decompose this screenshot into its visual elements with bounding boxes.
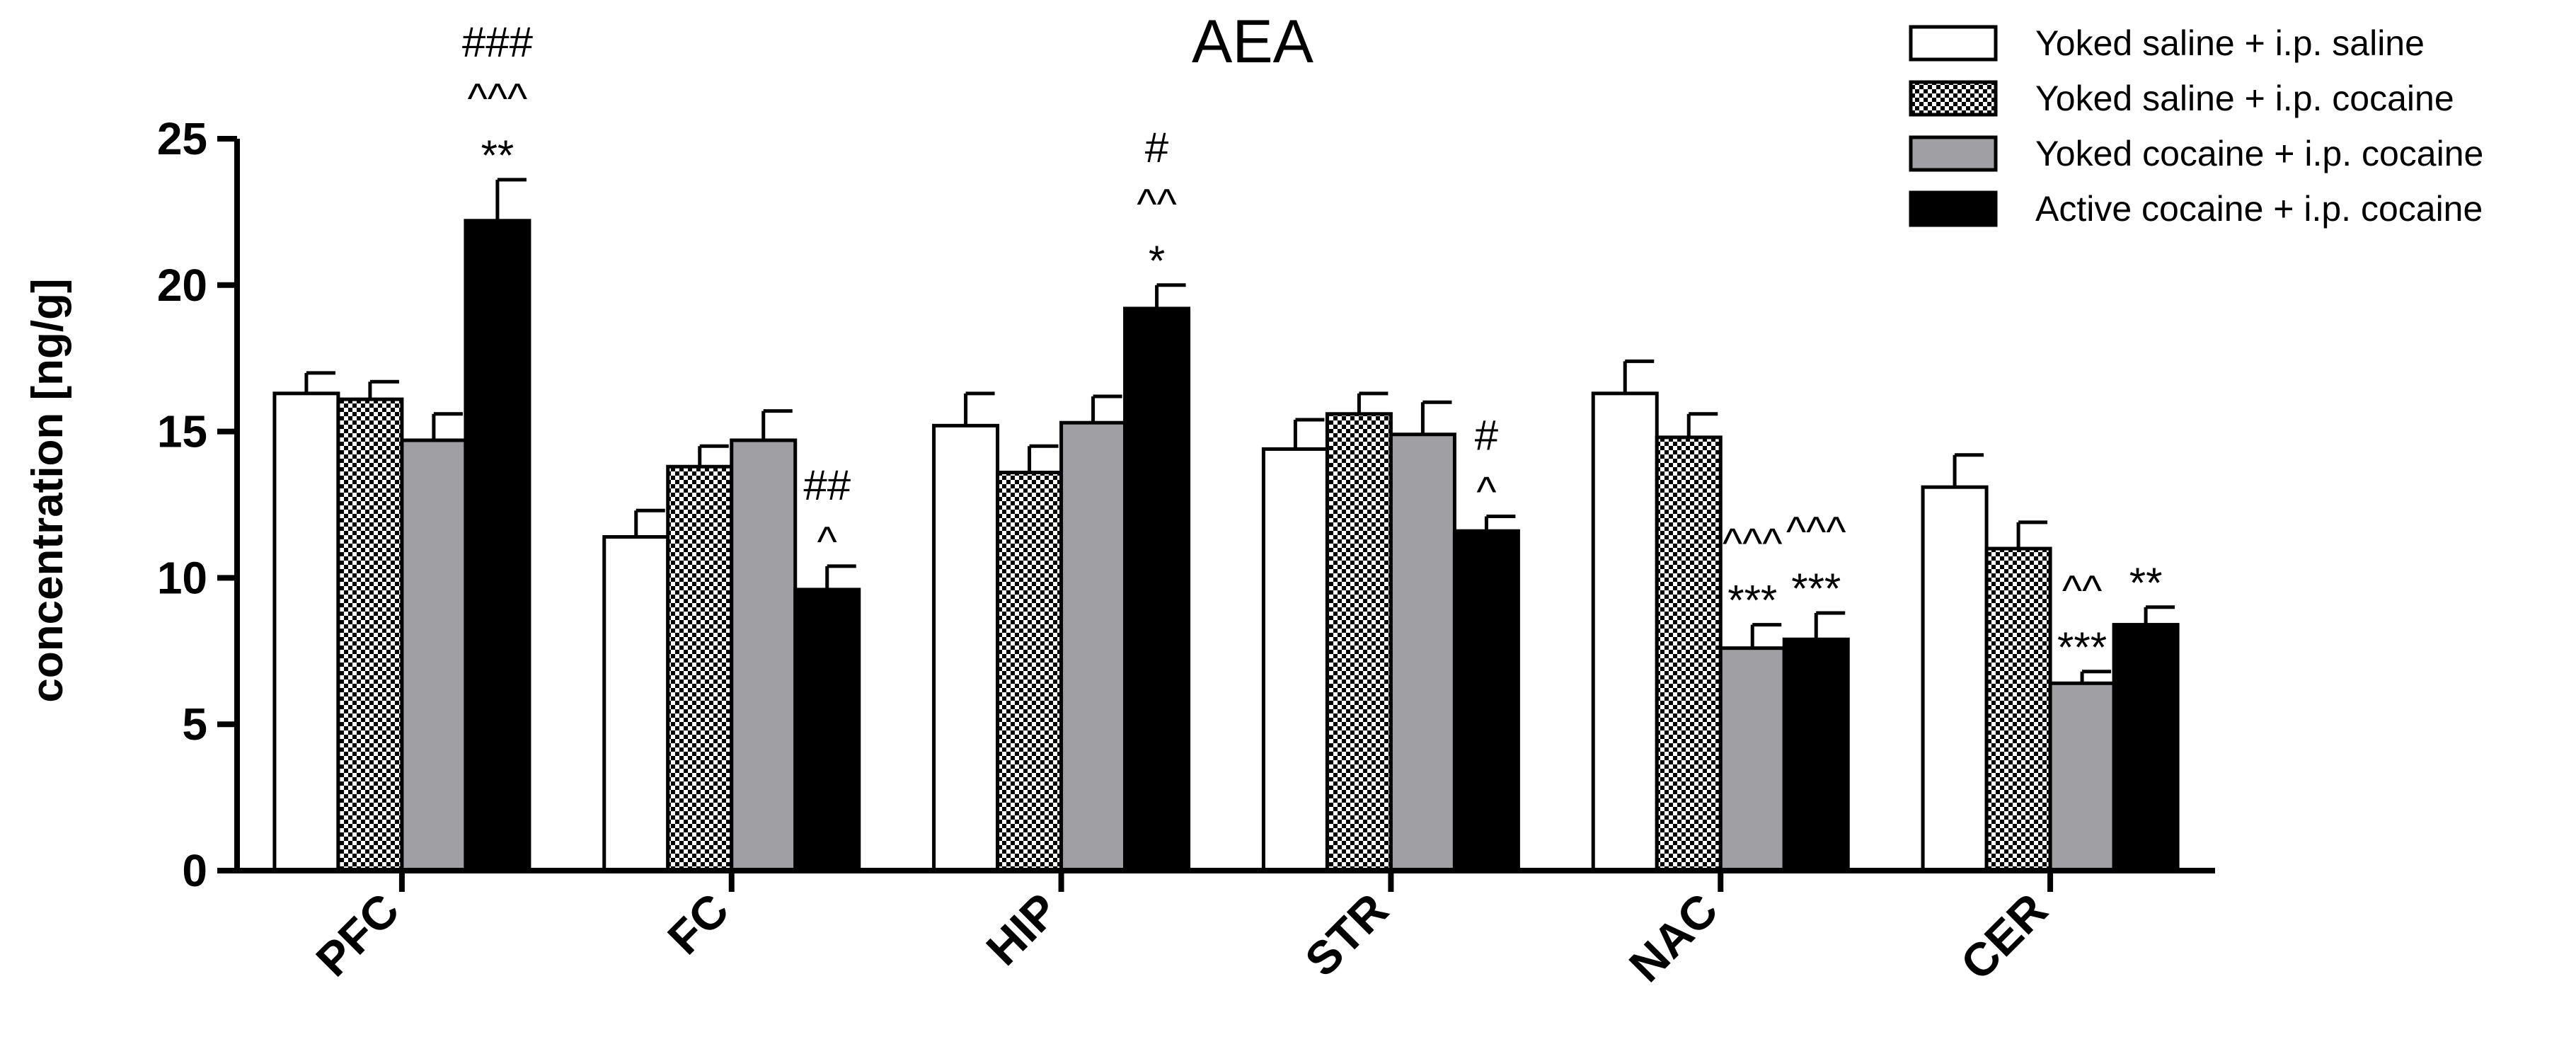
bar [1123, 306, 1191, 873]
x-tick-label: STR [1295, 883, 1398, 987]
bar [1388, 432, 1456, 873]
legend-swatch [1909, 80, 1998, 117]
bar [1655, 435, 1723, 873]
significance-label: ### [462, 18, 534, 66]
significance-label: ^^^ [1723, 520, 1782, 568]
bar [1718, 646, 1786, 873]
bar [1325, 412, 1393, 873]
legend-label: Yoked saline + i.p. cocaine [2035, 79, 2454, 118]
significance-label: ** [481, 132, 514, 179]
significance-label: * [1149, 237, 1165, 285]
x-tick-label: PFC [306, 883, 409, 987]
bar [1782, 637, 1850, 873]
bar [666, 464, 734, 873]
bar [1984, 546, 2052, 873]
y-tick-label: 10 [157, 552, 207, 603]
bar [730, 438, 798, 873]
significance-label: *** [2057, 624, 2107, 671]
y-tick-label: 20 [157, 260, 207, 311]
x-tick-label: CER [1950, 883, 2057, 990]
legend-label: Yoked cocaine + i.p. cocaine [2035, 134, 2483, 173]
significance-label: # [1475, 412, 1499, 459]
significance-label: *** [1791, 565, 1841, 612]
bar [1591, 391, 1659, 873]
significance-label: *** [1727, 577, 1777, 624]
bar [400, 438, 468, 873]
legend-swatch [1909, 135, 1998, 172]
bar [996, 471, 1064, 873]
y-tick-label: 25 [157, 113, 207, 164]
significance-label: ^^ [1137, 180, 1176, 228]
significance-label: ^ [817, 518, 837, 566]
bar [793, 587, 861, 873]
y-tick-label: 15 [157, 406, 207, 457]
significance-label: ^ [1476, 469, 1496, 516]
significance-label: # [1145, 124, 1169, 171]
bar [272, 391, 340, 873]
chart-title: AEA [1192, 8, 1314, 76]
significance-label: ^^^ [468, 75, 527, 122]
legend-label: Active cocaine + i.p. cocaine [2035, 189, 2483, 229]
y-tick-label: 0 [182, 845, 207, 896]
bar [464, 219, 531, 873]
bar [602, 534, 670, 873]
bar [336, 397, 404, 873]
significance-label: ** [2129, 559, 2163, 607]
legend-swatch [1909, 190, 1998, 227]
bar [1452, 529, 1520, 873]
legend-label: Yoked saline + i.p. saline [2035, 23, 2425, 63]
bar [1921, 485, 1989, 873]
y-axis-label: concentration [ng/g] [23, 278, 72, 702]
bar [2112, 623, 2180, 873]
x-tick-label: NAC [1619, 883, 1727, 992]
significance-label: ^^^ [1786, 508, 1846, 556]
bar [932, 423, 1000, 873]
significance-label: ## [803, 462, 851, 509]
x-tick-label: FC [657, 883, 739, 965]
bar [2048, 681, 2116, 873]
bar [1059, 420, 1127, 873]
x-tick-label: HIP [976, 883, 1068, 975]
y-tick-label: 5 [182, 699, 207, 750]
bar [1261, 447, 1329, 873]
legend-swatch [1909, 25, 1998, 62]
significance-label: ^^ [2062, 567, 2102, 614]
legend: Yoked saline + i.p. saline Yoked saline +… [1909, 23, 2483, 229]
